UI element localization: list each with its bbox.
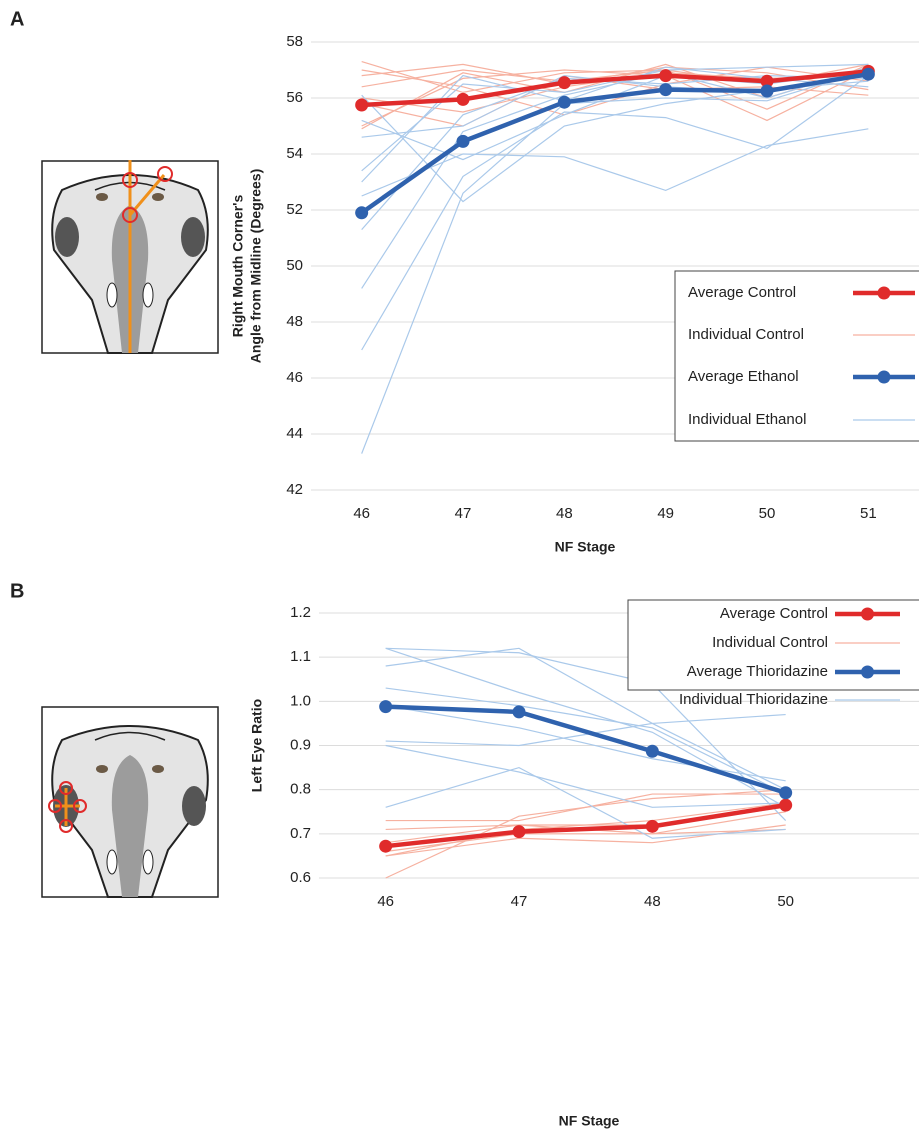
average-point [659, 69, 673, 83]
individual-line [385, 647, 786, 791]
x-axis-title: NF Stage [559, 1113, 620, 1129]
y-axis-title: Angle from Midline (Degrees) [248, 169, 264, 363]
legend-label: Individual Control [712, 634, 828, 651]
panel-label: B [10, 580, 24, 602]
legend-label: Individual Ethanol [688, 411, 806, 428]
individual-line [385, 687, 786, 795]
tadpole-diagram [41, 160, 219, 354]
y-tick-label: 44 [286, 425, 303, 442]
individual-line [385, 713, 786, 747]
y-tick-label: 58 [286, 33, 303, 50]
legend-label: Average Control [688, 284, 796, 301]
y-tick-label: 0.9 [290, 736, 311, 753]
y-tick-label: 42 [286, 481, 303, 498]
legend-label: Average Thioridazine [687, 663, 828, 680]
average-line [360, 71, 869, 215]
average-point [355, 98, 369, 112]
y-tick-label: 0.7 [290, 825, 311, 842]
average-point [760, 84, 774, 98]
average-point [645, 819, 659, 833]
average-point [659, 83, 673, 97]
average-point [379, 839, 393, 853]
tadpole-diagram [41, 706, 219, 898]
legend-label: Individual Thioridazine [679, 691, 828, 708]
legend-marker [877, 370, 891, 384]
average-point [861, 67, 875, 81]
x-tick-label: 47 [511, 893, 528, 910]
legend-label: Individual Control [688, 326, 804, 343]
average-point [456, 92, 470, 106]
individual-line [385, 744, 786, 808]
individual-line [385, 766, 786, 839]
legend-label: Average Ethanol [688, 368, 799, 385]
y-tick-label: 0.6 [290, 869, 311, 886]
y-tick-label: 1.0 [290, 692, 311, 709]
x-tick-label: 47 [455, 505, 472, 522]
y-tick-label: 50 [286, 257, 303, 274]
x-tick-label: 51 [860, 505, 877, 522]
x-tick-label: 50 [759, 505, 776, 522]
individual-line [361, 128, 869, 197]
individual-line [361, 69, 869, 454]
average-point [512, 705, 526, 719]
individual-line [361, 66, 869, 116]
x-tick-label: 48 [556, 505, 573, 522]
legend-label: Average Control [720, 605, 828, 622]
average-point [557, 76, 571, 90]
y-axis-title: Left Eye Ratio [249, 699, 265, 792]
individual-line [385, 793, 786, 822]
average-point [645, 744, 659, 758]
y-tick-label: 1.1 [290, 648, 311, 665]
x-tick-label: 49 [657, 505, 674, 522]
x-tick-label: 48 [644, 893, 661, 910]
average-point [512, 825, 526, 839]
legend-marker [861, 665, 874, 679]
average-point [557, 95, 571, 109]
y-tick-label: 54 [286, 145, 303, 162]
average-point [779, 798, 793, 812]
y-tick-label: 48 [286, 313, 303, 330]
x-tick-label: 46 [377, 893, 394, 910]
average-point [779, 786, 793, 800]
individual-line [361, 69, 869, 127]
individual-line [385, 802, 786, 857]
y-tick-label: 1.2 [290, 604, 311, 621]
legend-marker [877, 286, 891, 300]
legend-box [674, 270, 919, 442]
y-axis-title: Right Mouth Corner's [230, 195, 246, 338]
individual-line [385, 647, 787, 822]
legend-marker [861, 607, 874, 621]
average-point [456, 134, 470, 148]
average-line [361, 69, 869, 108]
average-point [760, 74, 774, 88]
average-point [379, 700, 393, 714]
individual-line [361, 63, 869, 110]
y-tick-label: 56 [286, 89, 303, 106]
y-tick-label: 46 [286, 369, 303, 386]
y-tick-label: 0.8 [290, 781, 311, 798]
x-tick-label: 50 [777, 893, 794, 910]
average-line [385, 802, 787, 849]
x-axis-title: NF Stage [555, 539, 616, 555]
x-tick-label: 46 [353, 505, 370, 522]
y-tick-label: 52 [286, 201, 303, 218]
average-line [385, 704, 787, 795]
panel-label: A [10, 8, 24, 30]
average-point [355, 206, 369, 220]
